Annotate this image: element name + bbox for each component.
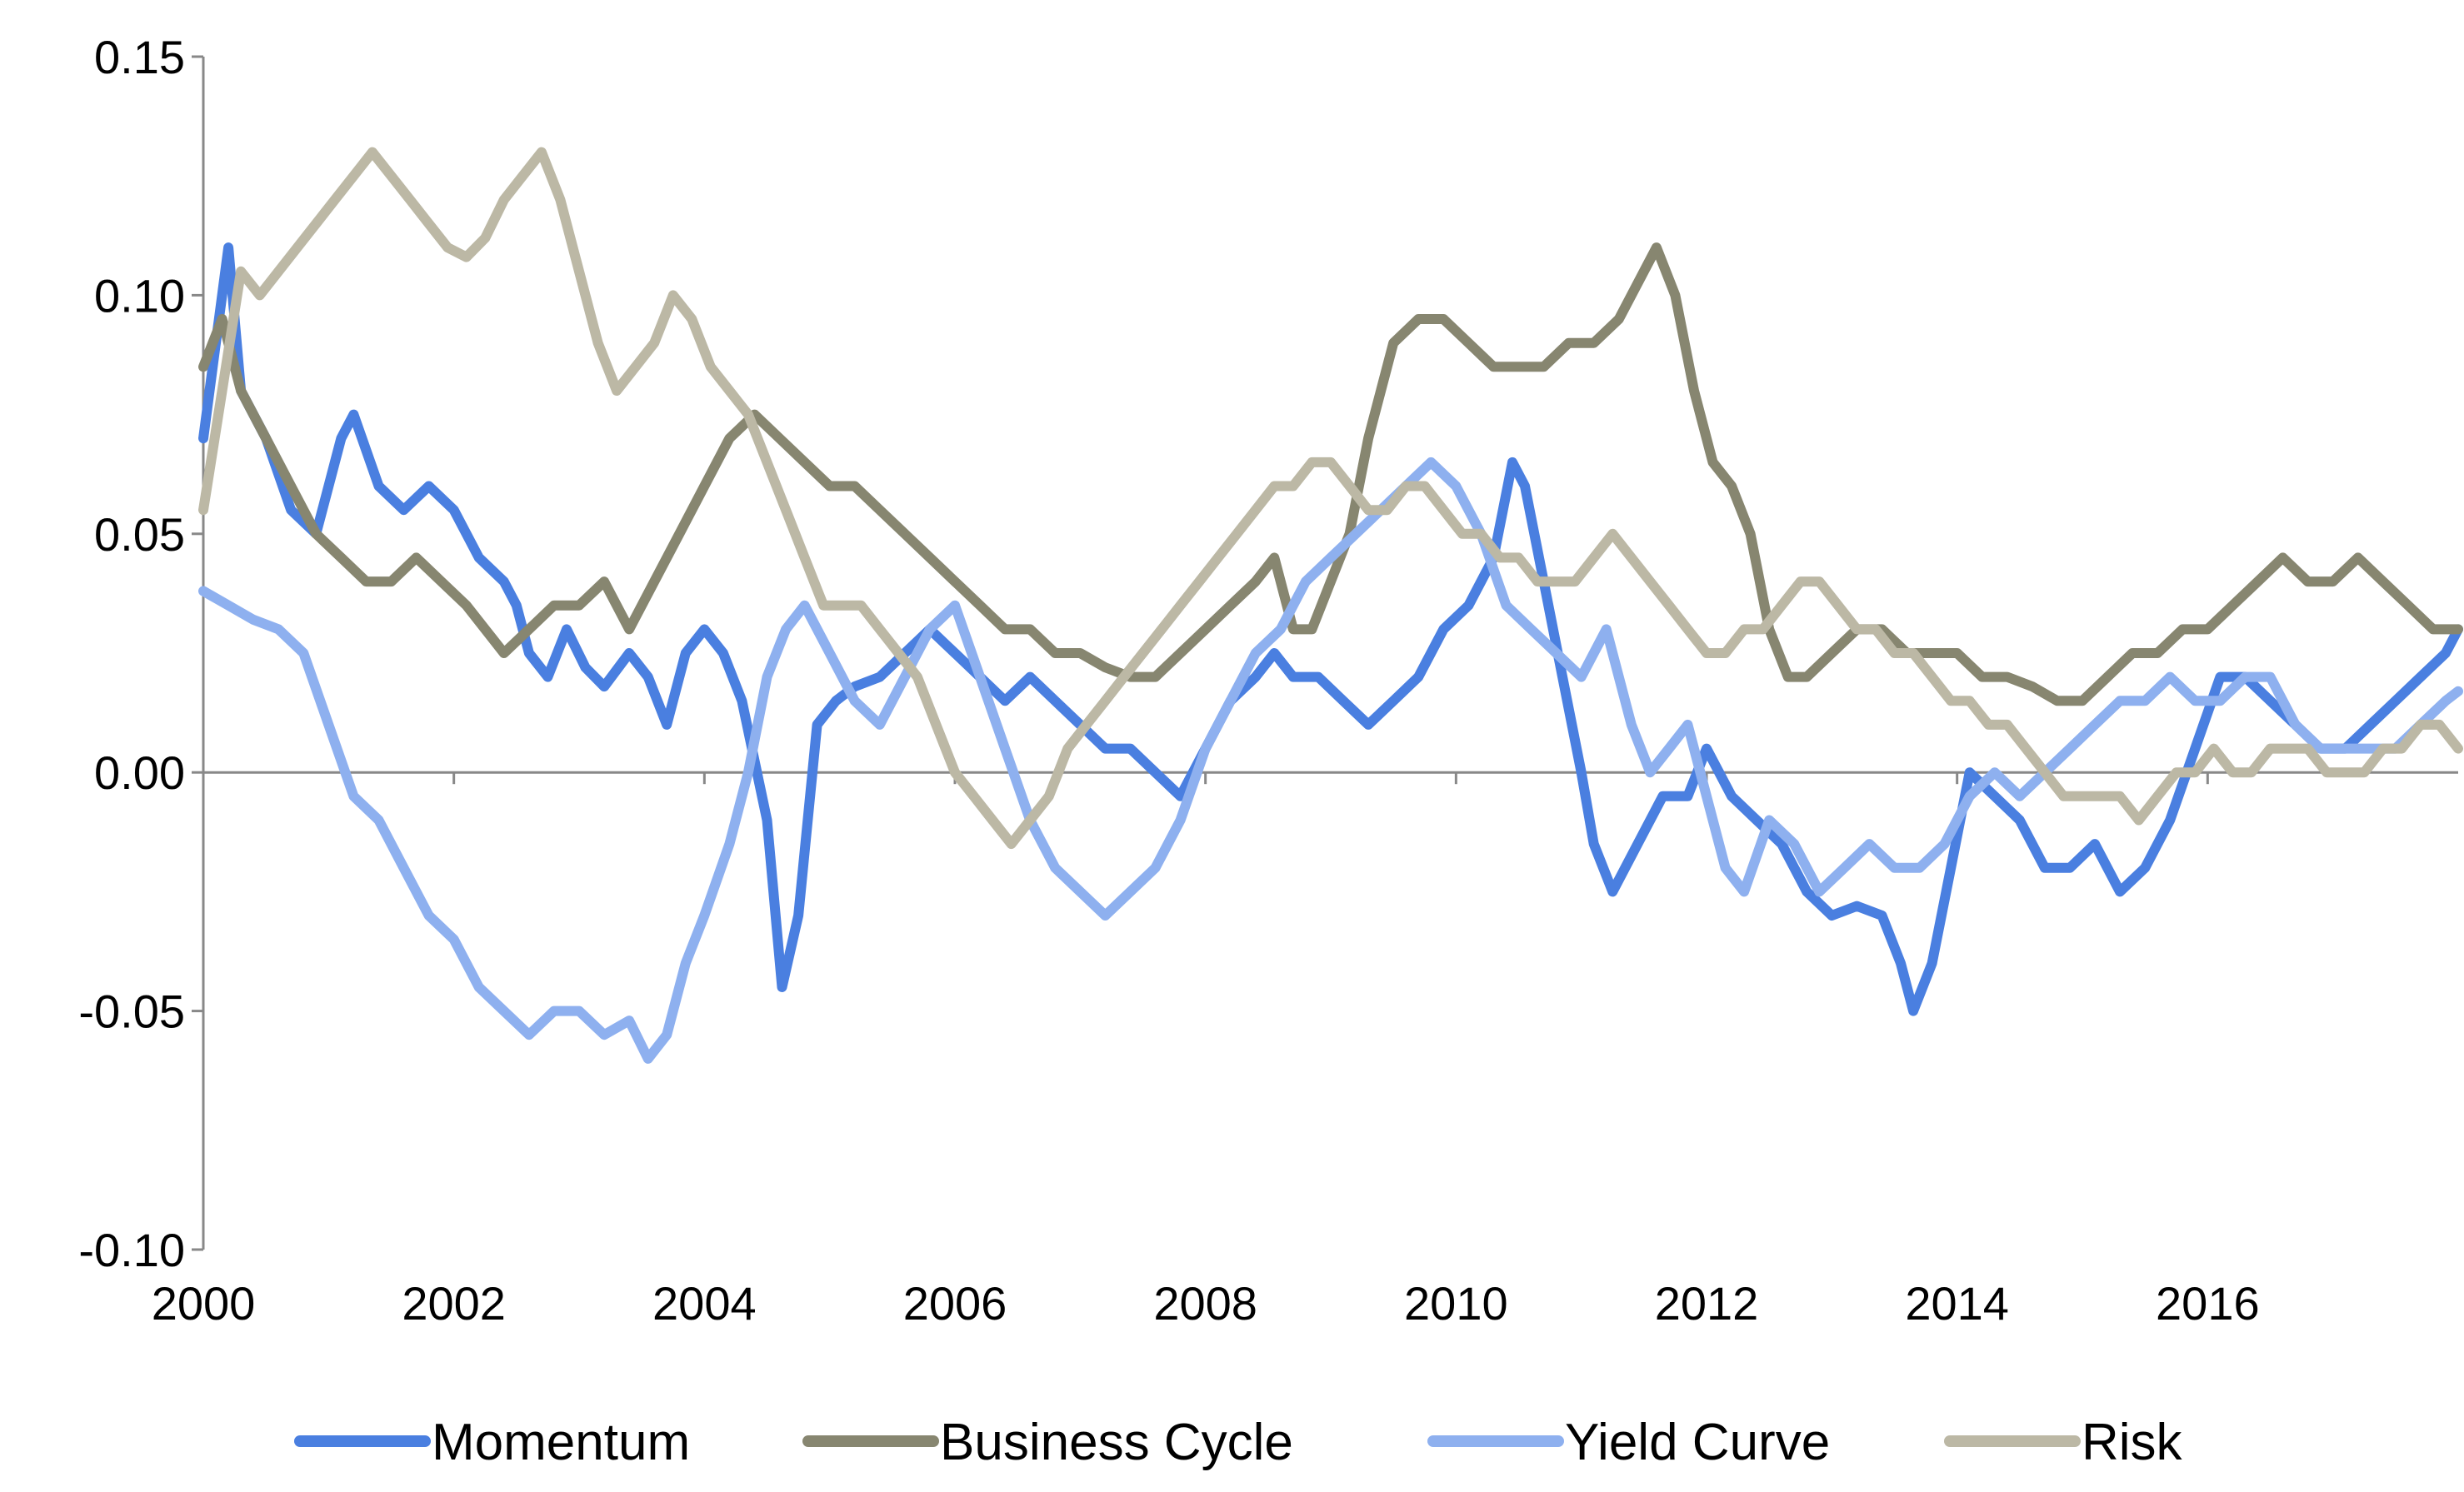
x-tick-label: 2008 [1153, 1277, 1257, 1330]
y-tick-label: 0.10 [94, 269, 185, 322]
legend-label-business-cycle: Business Cycle [940, 1414, 1293, 1471]
y-tick-label: -0.05 [78, 986, 185, 1038]
legend-label-momentum: Momentum [432, 1414, 690, 1471]
x-tick-label: 2002 [402, 1277, 506, 1330]
x-tick-label: 2014 [1905, 1277, 2009, 1330]
series-line-business-cycle [198, 242, 2463, 706]
y-tick-label: 0.05 [94, 508, 185, 561]
x-tick-label: 2000 [152, 1277, 256, 1330]
y-tick-label: 0.15 [94, 31, 185, 83]
series-line-yield-curve [198, 457, 2463, 1064]
series-line-momentum [198, 242, 2463, 1016]
legend-label-yield-curve: Yield Curve [1565, 1414, 1830, 1471]
y-tick-label: 0.00 [94, 746, 185, 799]
legend: Momentum Business Cycle Yield Curve Risk [294, 1414, 2183, 1471]
legend-label-risk: Risk [2082, 1414, 2183, 1471]
x-tick-label: 2016 [2156, 1277, 2260, 1330]
x-tick-label: 2010 [1404, 1277, 1508, 1330]
x-tick-label: 2006 [903, 1277, 1007, 1330]
y-tick-label: -0.10 [78, 1224, 185, 1276]
x-tick-label: 2004 [652, 1277, 757, 1330]
series-line-risk [198, 147, 2463, 850]
series-lines [198, 147, 2463, 1064]
axes: -0.10 -0.05 0.00 0.05 0.10 0.15 2000 2002 2004 20… [78, 31, 2458, 1330]
x-tick-label: 2012 [1655, 1277, 1759, 1330]
